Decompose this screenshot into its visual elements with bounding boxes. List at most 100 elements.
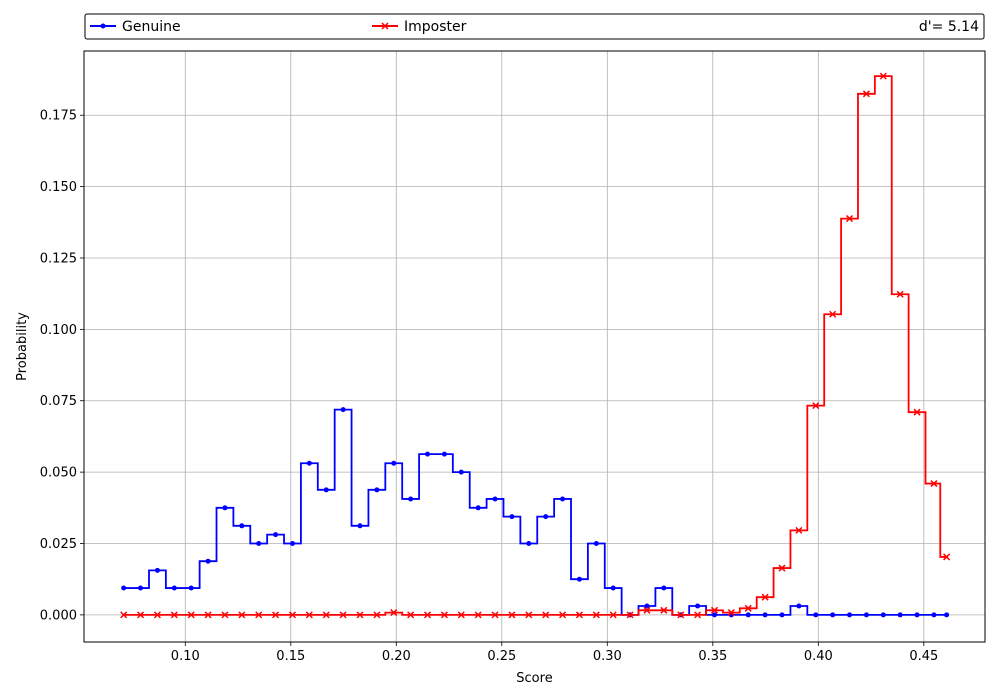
series-genuine <box>121 407 950 618</box>
data-point-imposter <box>761 593 769 601</box>
data-point-imposter <box>255 611 263 619</box>
data-point-genuine <box>695 603 701 609</box>
data-point-genuine <box>222 505 228 511</box>
x-tick-label: 0.10 <box>171 649 200 664</box>
data-point-imposter <box>137 611 145 619</box>
legend-frame <box>84 13 985 40</box>
data-point-imposter <box>542 611 550 619</box>
data-point-genuine <box>475 505 481 511</box>
data-point-imposter <box>896 290 904 298</box>
data-point-imposter <box>339 611 347 619</box>
data-point-genuine <box>610 585 616 591</box>
data-point-genuine <box>847 612 853 618</box>
data-point-genuine <box>745 612 751 618</box>
data-point-imposter <box>272 611 280 619</box>
data-point-imposter <box>694 611 702 619</box>
data-point-genuine <box>931 612 937 618</box>
data-point-imposter <box>677 611 685 619</box>
data-point-imposter <box>423 611 432 619</box>
data-point-imposter <box>575 611 583 619</box>
data-point-genuine <box>492 496 498 502</box>
data-point-imposter <box>153 611 161 619</box>
data-point-genuine <box>779 612 785 618</box>
data-point-imposter <box>120 611 128 619</box>
data-point-genuine <box>306 460 312 466</box>
data-point-genuine <box>526 541 532 546</box>
data-point-imposter <box>187 611 195 619</box>
data-point-imposter <box>626 611 634 619</box>
data-point-imposter <box>373 611 381 619</box>
data-point-genuine <box>914 612 920 618</box>
data-point-genuine <box>944 612 950 618</box>
data-point-imposter <box>727 609 735 617</box>
data-point-genuine <box>813 612 819 618</box>
y-tick-label: 0.050 <box>40 466 77 481</box>
data-point-imposter <box>559 611 567 619</box>
data-point-imposter <box>778 564 786 572</box>
data-point-imposter <box>407 611 415 619</box>
data-point-genuine <box>830 612 836 618</box>
series <box>120 72 951 619</box>
data-point-imposter <box>221 611 229 619</box>
data-point-genuine <box>374 487 380 493</box>
data-point-genuine <box>357 523 363 529</box>
data-point-imposter <box>322 611 330 619</box>
data-point-genuine <box>154 567 160 573</box>
data-point-genuine <box>593 541 599 546</box>
data-point-imposter <box>525 611 533 619</box>
data-point-genuine <box>121 585 127 591</box>
data-point-genuine <box>323 487 329 493</box>
data-point-genuine <box>897 612 903 618</box>
data-point-genuine <box>509 514 515 520</box>
legend-genuine-label: Genuine <box>122 19 181 35</box>
data-point-genuine <box>205 558 211 564</box>
data-point-genuine <box>796 603 802 609</box>
ticks: 0.10 0.15 0.20 0.25 0.30 0.35 0.40 0.45 0.000 0.0… <box>40 109 939 664</box>
data-point-imposter <box>643 606 651 614</box>
data-point-genuine <box>188 585 194 591</box>
data-point-imposter <box>930 480 938 488</box>
data-point-imposter <box>913 408 921 416</box>
y-axis-title: Probability <box>15 312 30 381</box>
data-point-genuine <box>425 451 431 457</box>
data-point-genuine <box>644 603 650 609</box>
data-point-imposter <box>457 611 465 619</box>
data-point-genuine <box>289 541 295 546</box>
data-point-imposter <box>943 553 951 561</box>
data-point-imposter <box>609 611 617 619</box>
series-imposter <box>120 72 951 619</box>
data-point-genuine <box>762 612 768 618</box>
data-point-imposter <box>356 611 364 619</box>
data-point-genuine <box>543 514 549 520</box>
data-point-genuine <box>273 532 279 538</box>
data-point-imposter <box>508 611 516 619</box>
data-point-imposter <box>829 310 837 318</box>
plot-frame <box>83 50 986 643</box>
y-tick-label: 0.025 <box>40 537 77 552</box>
x-tick-label: 0.25 <box>487 649 516 664</box>
x-tick-label: 0.40 <box>804 649 833 664</box>
data-point-imposter <box>474 611 482 619</box>
y-tick-label: 0.000 <box>40 608 77 623</box>
data-point-imposter <box>238 611 246 619</box>
data-point-imposter <box>440 611 448 619</box>
data-point-genuine <box>880 612 886 618</box>
data-point-imposter <box>204 611 212 619</box>
data-point-imposter <box>491 611 499 619</box>
data-point-genuine <box>138 585 144 591</box>
legend-entry-genuine: Genuine <box>90 19 181 35</box>
data-point-genuine <box>171 585 177 591</box>
dprime-annotation: d'= 5.14 <box>919 19 979 35</box>
data-point-genuine <box>458 469 464 475</box>
data-point-genuine <box>441 451 447 457</box>
data-point-imposter <box>660 606 668 614</box>
data-point-genuine <box>340 407 346 413</box>
data-point-genuine <box>560 496 566 502</box>
legend-imposter-label: Imposter <box>404 19 467 35</box>
data-point-imposter <box>862 90 870 98</box>
data-point-imposter <box>795 526 803 534</box>
data-point-genuine <box>391 460 397 466</box>
series-line-imposter <box>123 75 947 616</box>
x-tick-label: 0.35 <box>698 649 727 664</box>
